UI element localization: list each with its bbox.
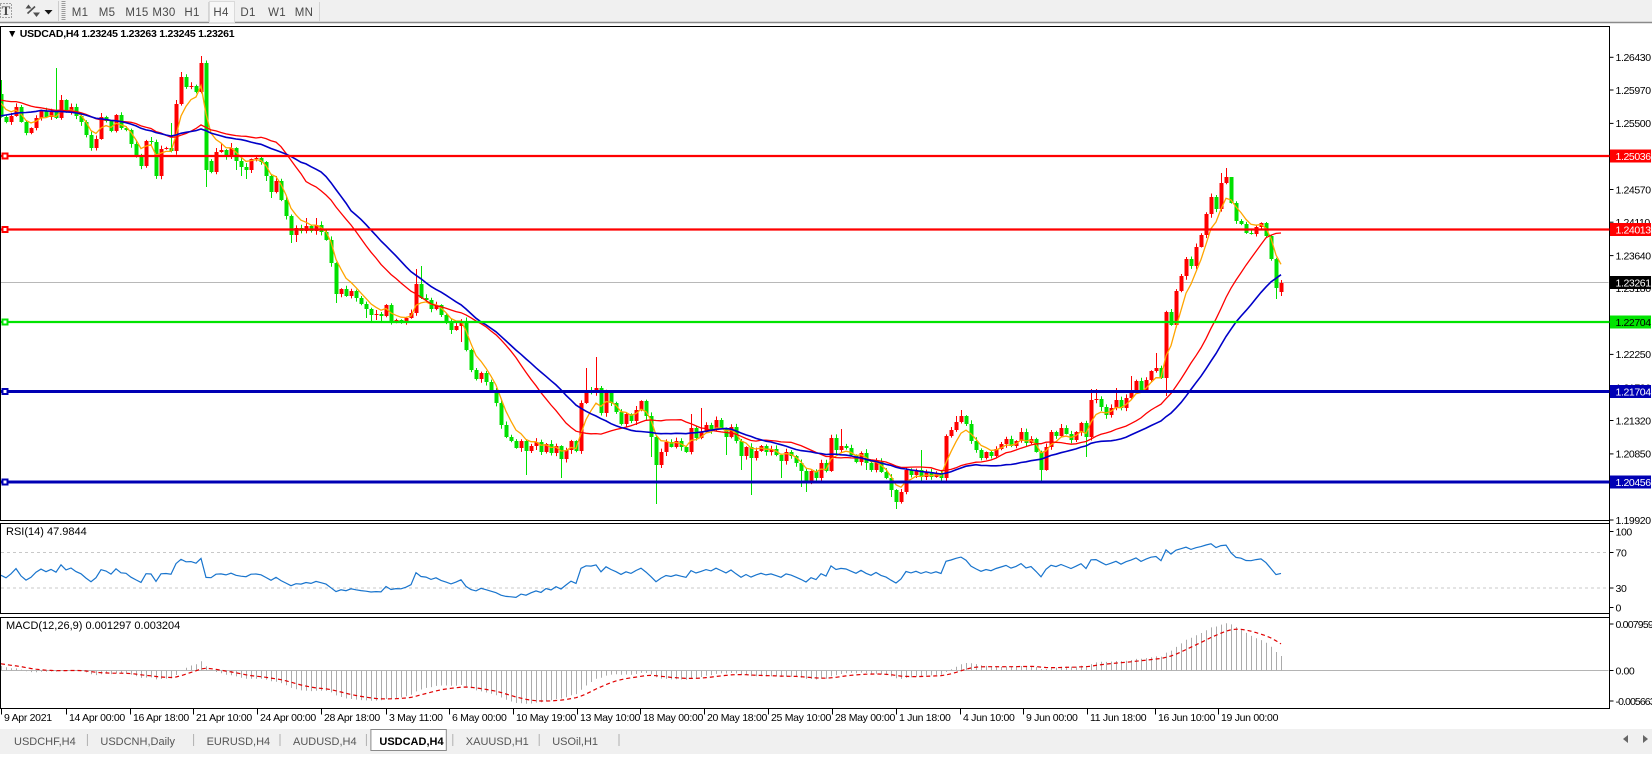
svg-text:USDCNH,Daily: USDCNH,Daily: [100, 736, 175, 748]
svg-text:▼ USDCAD,H4 1.23245 1.23263 1: ▼ USDCAD,H4 1.23245 1.23263 1.23245 1.23…: [7, 28, 235, 40]
svg-text:0: 0: [1616, 602, 1622, 614]
svg-text:0.007959: 0.007959: [1616, 619, 1652, 631]
svg-text:21 Apr 10:00: 21 Apr 10:00: [196, 712, 252, 724]
svg-text:6 May 00:00: 6 May 00:00: [452, 712, 507, 724]
svg-text:M15: M15: [125, 7, 148, 19]
svg-text:T: T: [2, 3, 11, 18]
svg-text:D1: D1: [240, 7, 255, 19]
svg-text:24 Apr 00:00: 24 Apr 00:00: [260, 712, 316, 724]
svg-text:4 Jun 10:00: 4 Jun 10:00: [963, 712, 1015, 724]
svg-text:H4: H4: [213, 7, 229, 19]
svg-text:11 Jun 18:00: 11 Jun 18:00: [1090, 712, 1147, 724]
svg-text:20 May 18:00: 20 May 18:00: [707, 712, 767, 724]
svg-text:USDCAD,H4: USDCAD,H4: [379, 736, 444, 748]
svg-text:28 May 00:00: 28 May 00:00: [835, 712, 895, 724]
svg-text:1.25970: 1.25970: [1616, 85, 1652, 97]
svg-text:-0.005663: -0.005663: [1616, 696, 1652, 708]
svg-text:MN: MN: [295, 7, 314, 19]
svg-text:AUDUSD,H4: AUDUSD,H4: [293, 736, 357, 748]
svg-text:10 May 19:00: 10 May 19:00: [516, 712, 576, 724]
svg-text:0.00: 0.00: [1616, 665, 1635, 677]
svg-text:19 Jun 00:00: 19 Jun 00:00: [1221, 712, 1279, 724]
svg-text:EURUSD,H4: EURUSD,H4: [207, 736, 271, 748]
svg-text:16 Jun 10:00: 16 Jun 10:00: [1158, 712, 1216, 724]
svg-text:100: 100: [1616, 526, 1633, 538]
svg-text:1.23640: 1.23640: [1616, 250, 1652, 262]
svg-text:1.26430: 1.26430: [1616, 52, 1652, 64]
svg-text:1.20850: 1.20850: [1616, 449, 1652, 461]
svg-text:1 Jun 18:00: 1 Jun 18:00: [899, 712, 951, 724]
svg-text:1.24570: 1.24570: [1616, 184, 1652, 196]
svg-text:1.25036: 1.25036: [1616, 151, 1652, 163]
svg-text:M5: M5: [99, 7, 116, 19]
svg-text:1.21704: 1.21704: [1616, 386, 1652, 398]
svg-text:USOil,H1: USOil,H1: [552, 736, 598, 748]
svg-text:1.24013: 1.24013: [1616, 224, 1652, 236]
svg-text:1.20456: 1.20456: [1616, 477, 1652, 489]
svg-text:16 Apr 18:00: 16 Apr 18:00: [133, 712, 189, 724]
svg-text:M1: M1: [72, 7, 89, 19]
svg-text:RSI(14) 47.9844: RSI(14) 47.9844: [6, 526, 87, 538]
svg-text:MACD(12,26,9) 0.001297 0.00320: MACD(12,26,9) 0.001297 0.003204: [6, 620, 180, 632]
svg-text:USDCHF,H4: USDCHF,H4: [14, 736, 76, 748]
svg-text:1.21320: 1.21320: [1616, 415, 1652, 427]
svg-text:1.22704: 1.22704: [1616, 317, 1652, 329]
svg-text:1.25500: 1.25500: [1616, 118, 1652, 130]
svg-text:70: 70: [1616, 547, 1627, 559]
svg-text:W1: W1: [268, 7, 286, 19]
svg-text:18 May 00:00: 18 May 00:00: [643, 712, 703, 724]
svg-text:30: 30: [1616, 583, 1627, 595]
svg-text:25 May 10:00: 25 May 10:00: [771, 712, 831, 724]
svg-text:13 May 10:00: 13 May 10:00: [580, 712, 640, 724]
svg-text:H1: H1: [184, 7, 199, 19]
svg-text:14 Apr 00:00: 14 Apr 00:00: [69, 712, 125, 724]
svg-text:M30: M30: [152, 7, 175, 19]
svg-text:XAUUSD,H1: XAUUSD,H1: [466, 736, 529, 748]
svg-text:9 Jun 00:00: 9 Jun 00:00: [1026, 712, 1078, 724]
svg-text:1.23261: 1.23261: [1616, 277, 1652, 289]
svg-text:1.22250: 1.22250: [1616, 349, 1652, 361]
svg-text:28 Apr 18:00: 28 Apr 18:00: [324, 712, 380, 724]
svg-text:1.19920: 1.19920: [1616, 515, 1652, 527]
svg-text:3 May 11:00: 3 May 11:00: [389, 712, 443, 724]
svg-text:9 Apr 2021: 9 Apr 2021: [4, 712, 52, 724]
